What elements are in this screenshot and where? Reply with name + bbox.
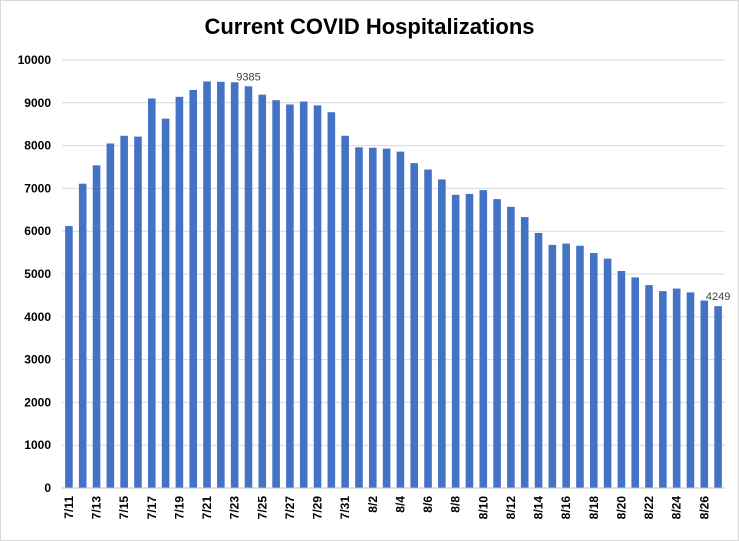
gridlines — [62, 59, 725, 446]
y-tick-label: 7000 — [24, 181, 51, 195]
x-tick-label: 8/22 — [642, 496, 656, 520]
bar — [645, 285, 653, 488]
bar — [244, 86, 253, 489]
y-tick-label: 8000 — [24, 139, 51, 153]
bar — [410, 163, 419, 488]
bar — [617, 271, 626, 488]
y-axis-tick-labels: 0 1000 2000 3000 4000 5000 6000 7000 8000 9000 100… — [18, 53, 52, 495]
y-tick-label: 1000 — [24, 438, 51, 452]
bar — [78, 183, 87, 488]
x-tick-label: 7/17 — [145, 496, 159, 520]
bar — [106, 143, 115, 488]
x-tick-label: 7/25 — [255, 496, 269, 520]
bar — [161, 118, 170, 489]
y-tick-label: 9000 — [24, 96, 51, 110]
bar — [355, 147, 363, 488]
bar — [299, 101, 308, 489]
x-tick-label: 7/19 — [172, 496, 186, 520]
data-labels: 9385 4249 — [236, 71, 730, 303]
x-tick-label: 8/12 — [504, 496, 518, 520]
bar — [562, 243, 570, 488]
x-tick-label: 7/11 — [62, 496, 76, 519]
bar — [272, 100, 280, 489]
x-tick-label: 8/8 — [449, 496, 463, 513]
bar — [217, 81, 225, 488]
x-tick-label: 7/15 — [117, 496, 131, 520]
bar — [368, 147, 377, 489]
chart-title: Current COVID Hospitalizations — [204, 14, 535, 39]
y-tick-label: 3000 — [24, 353, 51, 367]
x-tick-label: 7/21 — [200, 496, 214, 520]
bar — [686, 292, 695, 488]
bars — [65, 81, 722, 489]
bar — [134, 136, 142, 488]
x-tick-label: 7/29 — [311, 496, 325, 520]
bar — [576, 245, 584, 488]
bar — [286, 104, 294, 489]
bar — [189, 89, 198, 489]
x-tick-label: 8/14 — [532, 496, 546, 520]
bar — [438, 179, 446, 489]
data-label: 9385 — [236, 71, 260, 83]
bar — [147, 98, 156, 489]
y-tick-label: 5000 — [24, 267, 51, 281]
bar — [589, 253, 598, 488]
x-tick-label: 8/10 — [476, 496, 490, 520]
bar — [424, 169, 432, 488]
bar — [465, 193, 474, 489]
x-tick-label: 8/18 — [587, 496, 601, 520]
bar — [659, 291, 667, 488]
bar — [603, 258, 612, 488]
y-tick-label: 6000 — [24, 224, 51, 238]
x-axis-tick-labels: 7/11 7/13 7/15 7/17 7/19 7/21 7/23 7/25 7/27 7/29… — [62, 496, 711, 520]
x-tick-label: 8/2 — [366, 496, 380, 513]
bar — [451, 194, 460, 488]
bar — [258, 94, 267, 488]
x-tick-label: 8/16 — [559, 496, 573, 520]
y-tick-label: 4000 — [24, 310, 51, 324]
bar — [203, 81, 211, 489]
bar — [92, 165, 101, 488]
bar — [120, 135, 128, 489]
y-tick-label: 2000 — [24, 395, 51, 409]
bar — [65, 226, 73, 488]
bar — [313, 105, 322, 489]
bar — [341, 135, 349, 489]
bar — [631, 277, 640, 488]
bar — [520, 217, 529, 489]
bar — [230, 82, 239, 489]
bar — [507, 206, 515, 488]
bar — [382, 148, 391, 488]
x-tick-label: 8/26 — [697, 496, 711, 520]
x-tick-label: 7/31 — [338, 496, 352, 520]
bar — [700, 300, 709, 488]
x-tick-label: 7/13 — [90, 496, 104, 520]
bar — [493, 199, 501, 488]
x-tick-label: 8/6 — [421, 496, 435, 513]
bar — [534, 232, 543, 488]
x-tick-label: 7/27 — [283, 496, 297, 520]
x-tick-label: 8/4 — [393, 496, 407, 513]
y-tick-label: 10000 — [18, 53, 52, 67]
bar — [672, 288, 681, 488]
bar — [479, 190, 488, 488]
bar — [548, 244, 557, 488]
bar — [714, 306, 722, 488]
x-tick-label: 8/20 — [614, 496, 628, 520]
x-tick-label: 8/24 — [670, 496, 684, 520]
x-tick-label: 7/23 — [228, 496, 242, 520]
bar — [327, 112, 336, 488]
bar — [175, 96, 184, 489]
bar — [396, 151, 405, 489]
y-tick-label: 0 — [44, 481, 51, 495]
data-label: 4249 — [706, 291, 730, 303]
